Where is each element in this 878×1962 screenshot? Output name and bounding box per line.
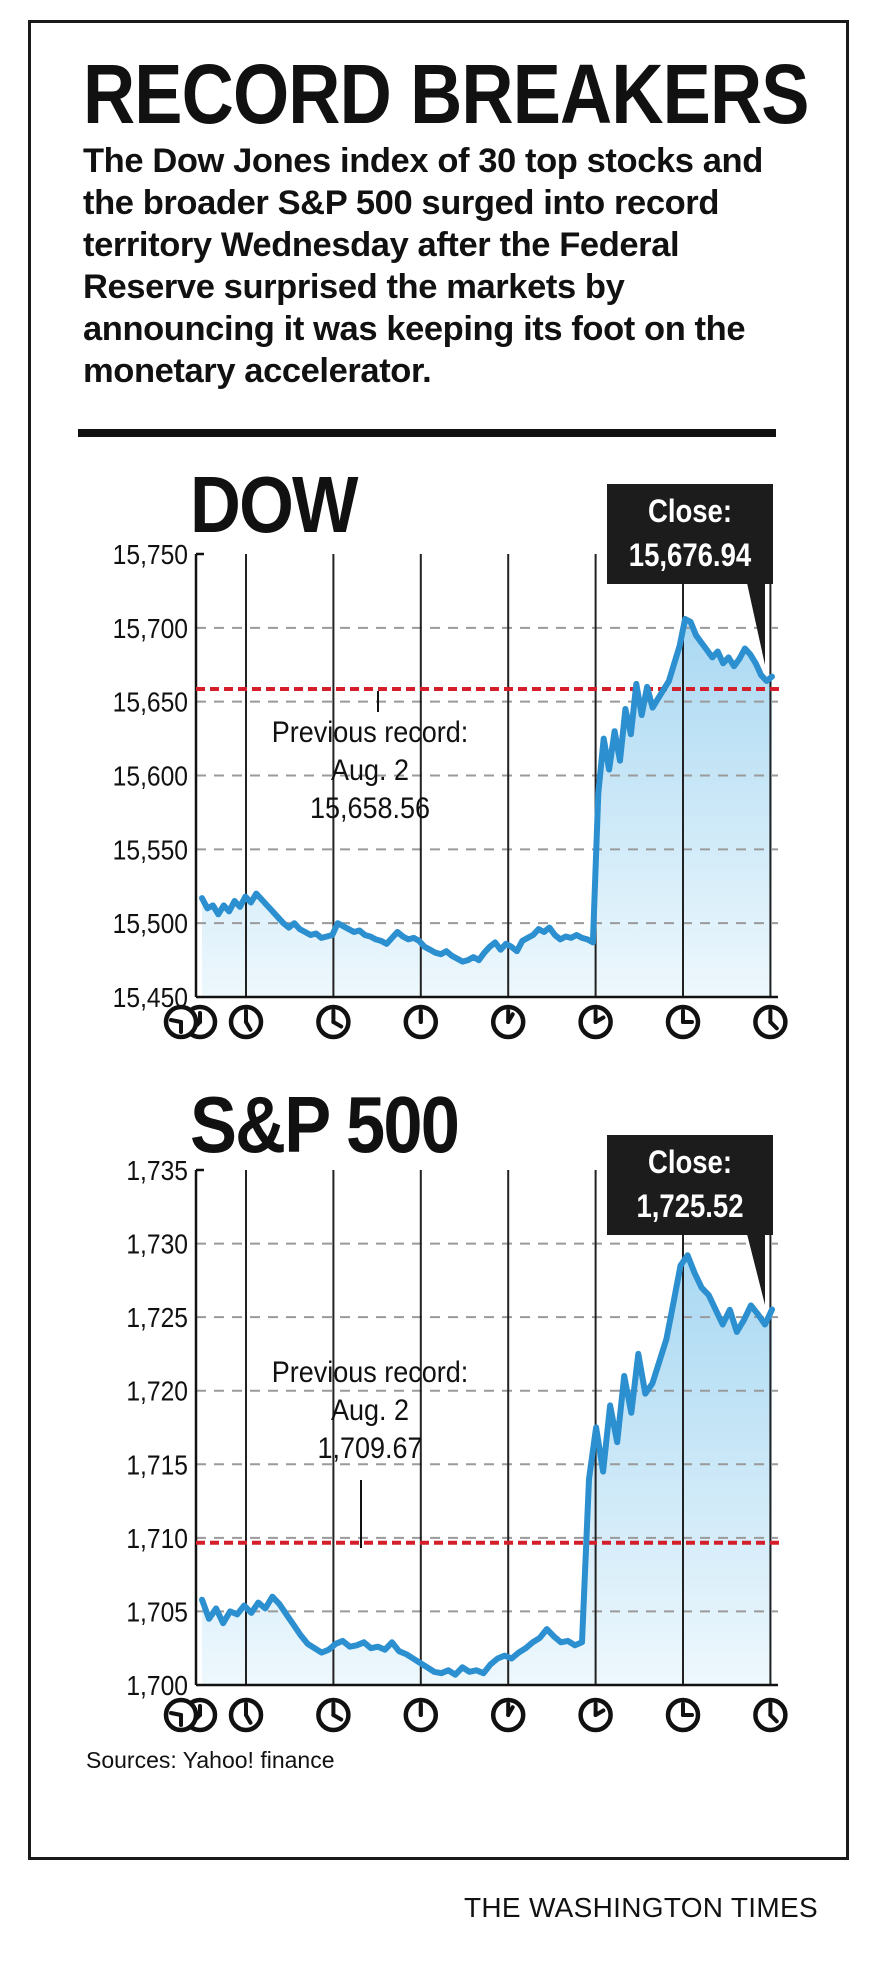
close-callout	[607, 484, 773, 584]
previous-record-label: Aug. 2	[331, 754, 409, 788]
y-tick-label: 15,550	[113, 834, 188, 866]
graphic-frame	[28, 20, 849, 1860]
clock-icon	[403, 1697, 439, 1733]
subheadline: The Dow Jones index of 30 top stocks and…	[83, 142, 763, 390]
clock-hand	[768, 1713, 779, 1724]
clock-hand	[768, 1020, 779, 1031]
close-label: 15,676.94	[629, 538, 752, 573]
clock-icon	[665, 1697, 701, 1733]
chart-title: S&P 500	[190, 1080, 458, 1169]
y-tick-label: 1,725	[126, 1302, 188, 1334]
clock-hand	[593, 1015, 606, 1024]
area-fill	[202, 619, 772, 997]
y-tick-label: 1,720	[126, 1375, 188, 1407]
clock-icon	[490, 1004, 526, 1040]
previous-record-label: Previous record:	[272, 1356, 468, 1390]
area-fill	[202, 1255, 772, 1685]
clock-icon	[753, 1697, 788, 1733]
y-tick-label: 1,710	[126, 1522, 188, 1554]
clock-hand	[331, 1020, 344, 1029]
y-tick-label: 1,705	[126, 1596, 188, 1628]
y-tick-label: 1,700	[126, 1670, 188, 1702]
close-label: Close:	[648, 1145, 732, 1180]
clock-hand	[593, 1708, 606, 1717]
close-label: Close:	[648, 494, 732, 529]
callout-pointer	[747, 1234, 765, 1305]
headline: RECORD BREAKERS	[83, 47, 809, 141]
clock-icon	[228, 1004, 264, 1040]
y-tick-label: 15,700	[113, 612, 188, 644]
y-tick-label: 15,500	[113, 908, 188, 940]
close-label: 1,725.52	[636, 1189, 743, 1224]
close-callout	[607, 1135, 773, 1235]
clock-icon	[490, 1697, 526, 1733]
divider-rule	[78, 429, 776, 437]
callout-pointer	[747, 583, 765, 665]
clock-icon	[228, 1697, 264, 1733]
y-tick-label: 15,650	[113, 686, 188, 718]
y-tick-label: 15,600	[113, 760, 188, 792]
previous-record-label: 15,658.56	[310, 792, 430, 826]
y-tick-label: 15,750	[113, 539, 188, 571]
previous-record-label: 1,709.67	[317, 1432, 422, 1466]
clock-icon	[753, 1004, 788, 1040]
index-line	[199, 1252, 775, 1678]
index-line	[199, 616, 775, 965]
clock-hand	[244, 1020, 253, 1032]
clock-icon	[316, 1004, 351, 1040]
previous-record-label: Aug. 2	[331, 1394, 409, 1428]
clock-icon	[578, 1004, 613, 1040]
clock-hand	[506, 1012, 515, 1024]
chart-title: DOW	[190, 460, 359, 549]
clock-icon	[665, 1004, 701, 1040]
clock-icon	[163, 1697, 199, 1733]
clock-icon	[163, 1004, 199, 1040]
clock-icon	[578, 1697, 613, 1733]
y-tick-label: 1,730	[126, 1228, 188, 1260]
y-tick-label: 1,735	[126, 1155, 188, 1187]
clock-hand	[331, 1713, 344, 1722]
previous-record-label: Previous record:	[272, 716, 468, 750]
publisher-credit: THE WASHINGTON TIMES	[464, 1892, 818, 1923]
source-note: Sources: Yahoo! finance	[86, 1747, 335, 1773]
clock-icon	[316, 1697, 351, 1733]
clock-hand	[244, 1713, 253, 1725]
clock-icon	[403, 1004, 439, 1040]
clock-hand	[506, 1705, 515, 1717]
y-tick-label: 1,715	[126, 1449, 188, 1481]
